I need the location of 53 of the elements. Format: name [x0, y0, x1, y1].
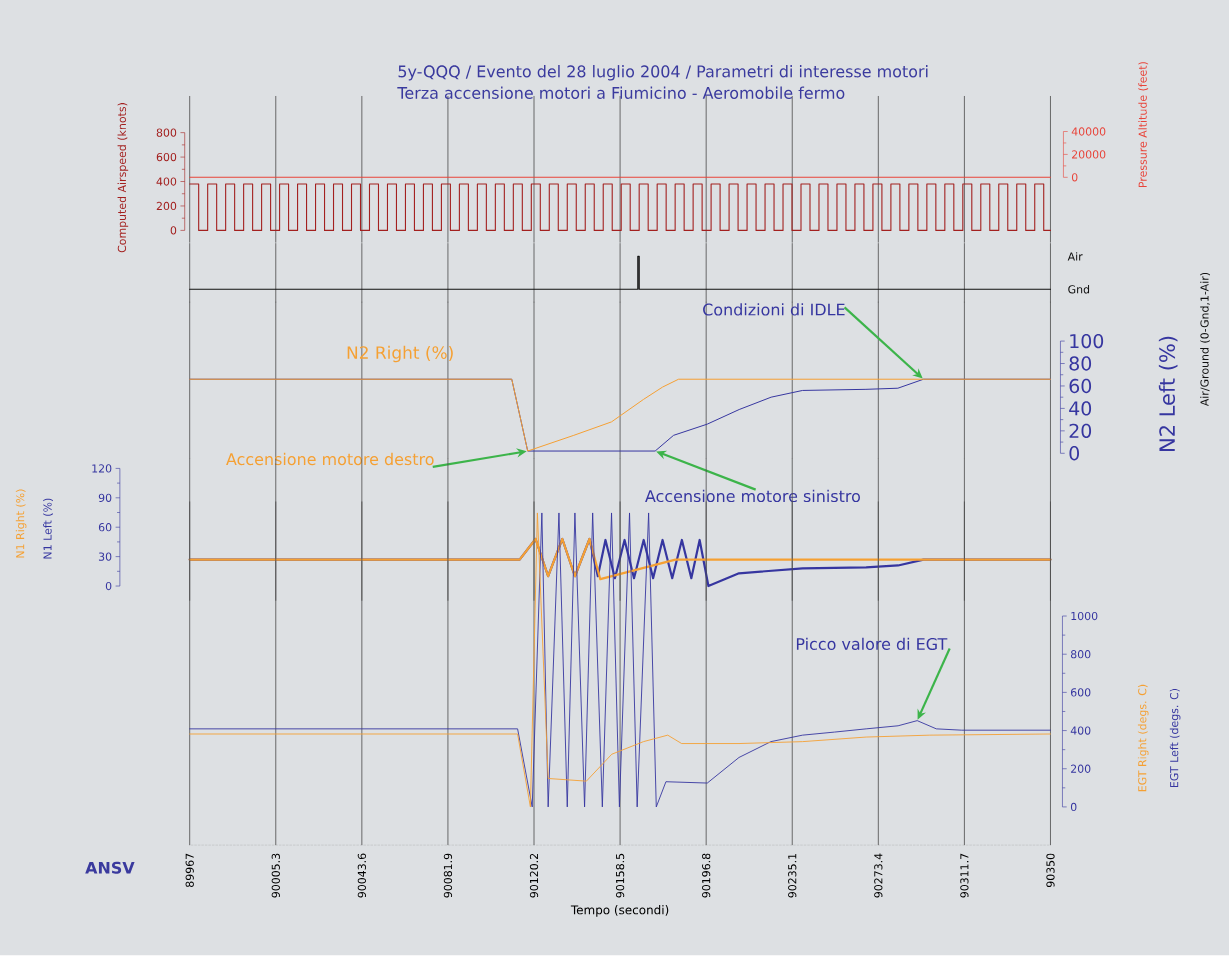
chart-subtitle: Terza accensione motori a Fiumicino - Aeromobile fermo: [397, 86, 845, 100]
chart-title: 5y-QQQ / Evento del 28 luglio 2004 / Parametri di interesse motori: [398, 65, 928, 81]
y-tick-label: 800: [1070, 650, 1091, 659]
text: Air: [1067, 252, 1083, 261]
y-tick-label: 400: [156, 177, 177, 186]
x-tick-label: 89967: [185, 854, 194, 888]
x-tick-label: 90350: [1046, 853, 1055, 888]
y-axis-title: Air/Ground (0-Gnd,1-Air): [1200, 273, 1210, 407]
y-tick-label: 100: [1070, 334, 1104, 349]
y-tick-label: 30: [98, 552, 112, 562]
x-tick-label: 90158.5: [615, 854, 625, 898]
text: N2 Left (%): [1158, 337, 1178, 452]
text: EGT Right (degs. C): [1137, 685, 1149, 792]
y-tick-label: 1000: [1071, 612, 1098, 621]
y-tick-label: 600: [156, 153, 177, 162]
y-tick-label: 20: [1069, 423, 1092, 439]
y2-tick-label: 40000: [1071, 127, 1106, 136]
x-tick-label: 90043.6: [357, 853, 366, 898]
y-tick-label: 0: [1069, 446, 1080, 461]
y-tick-label: 80: [1069, 356, 1092, 371]
text: Gnd: [1068, 285, 1090, 294]
y-tick-label: 120: [92, 464, 112, 473]
x-tick-label: 90196.8: [702, 853, 711, 898]
y-tick-label: 0: [170, 226, 177, 235]
x-tick-label: 90081.9: [443, 853, 453, 898]
text: ANSV: [85, 861, 135, 875]
y2-tick-label: 20000: [1072, 150, 1106, 159]
annotation: Accensione motore destro: [226, 453, 434, 466]
x-tick-label: 90120.2: [529, 854, 539, 898]
annotation: Accensione motore sinistro: [645, 489, 860, 503]
y-tick-label: 200: [1071, 764, 1091, 774]
y-tick-label: 600: [1070, 688, 1091, 697]
y-tick-label: 60: [98, 523, 112, 532]
x-axis-title: Tempo (secondi): [570, 905, 669, 917]
x-tick-label: 90005.3: [271, 854, 280, 898]
y-tick-label: 0: [105, 582, 112, 591]
text: EGT Left (degs. C): [1169, 689, 1181, 788]
series-label: N2 Right (%): [347, 346, 453, 363]
y-tick-label: 40: [1069, 401, 1092, 416]
x-tick-label: 90273.4: [874, 853, 883, 898]
y-tick-label: 800: [156, 128, 177, 138]
text: N1 Left (%): [43, 498, 53, 559]
y-tick-label: 0: [1070, 803, 1077, 812]
x-tick-label: 90311.7: [960, 854, 969, 898]
annotation: Condizioni di IDLE: [703, 303, 845, 316]
y2-axis-title: Pressure Altitude (feet): [1138, 62, 1149, 188]
y-tick-label: 90: [98, 493, 112, 503]
y-tick-label: 60: [1069, 379, 1092, 394]
y-tick-label: 200: [156, 202, 177, 211]
text: N1 Right (%): [15, 489, 27, 558]
y-tick-label: 400: [1070, 726, 1091, 735]
x-tick-label: 90235.1: [788, 854, 797, 898]
y-axis-title: Computed Airspeed (knots): [117, 103, 129, 253]
